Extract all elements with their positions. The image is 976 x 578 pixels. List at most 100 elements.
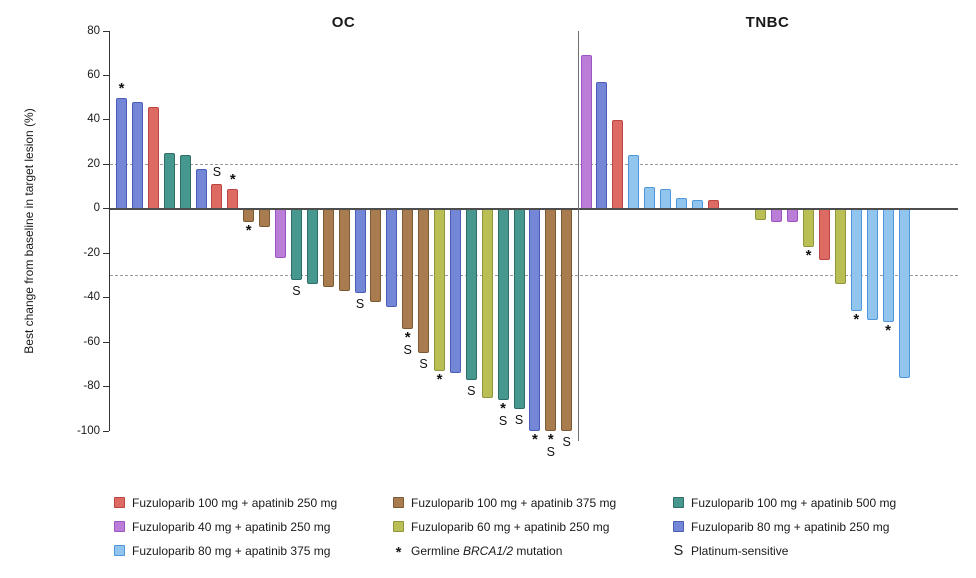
legend-color-swatch xyxy=(673,521,684,532)
brca-mutation-marker: * xyxy=(853,311,860,328)
bar xyxy=(545,209,557,431)
y-tick-label: 80 xyxy=(87,24,100,37)
panel-separator xyxy=(577,31,579,441)
platinum-sensitive-marker: S xyxy=(355,297,365,312)
brca-mutation-marker: * xyxy=(118,79,125,97)
bar xyxy=(561,209,573,431)
bar xyxy=(866,209,878,320)
bar xyxy=(434,209,445,371)
bar xyxy=(354,209,366,294)
legend-label: Fuzuloparib 80 mg + apatinib 250 mg xyxy=(691,520,890,534)
bar xyxy=(644,186,656,208)
y-tick-label: 0 xyxy=(93,202,100,215)
bar xyxy=(131,102,143,208)
y-axis-title: Best change from baseline in target lesi… xyxy=(22,108,36,354)
legend-label: Germline BRCA1/2 mutation xyxy=(411,544,563,558)
legend-color-swatch xyxy=(114,497,125,508)
legend-color-swatch xyxy=(393,497,404,508)
brca-mutation-marker: * xyxy=(245,222,252,240)
bar xyxy=(529,209,541,431)
bar xyxy=(402,209,414,329)
brca-mutation-marker: * xyxy=(885,322,892,340)
legend-color-swatch xyxy=(673,497,684,508)
bar xyxy=(755,209,767,220)
legend-item: * Germline BRCA1/2 mutation xyxy=(393,542,563,561)
platinum-sensitive-marker: S xyxy=(546,445,555,459)
panel-title: OC xyxy=(331,14,356,31)
bar xyxy=(580,55,592,208)
platinum-sensitive-marker: S xyxy=(498,413,508,428)
platinum-sensitive-marker: S xyxy=(467,383,476,398)
brca-mutation-marker: * xyxy=(531,431,538,448)
legend-item: Fuzuloparib 40 mg + apatinib 250 mg xyxy=(114,518,330,534)
bar xyxy=(898,209,910,378)
legend-label: Fuzuloparib 100 mg + apatinib 500 mg xyxy=(691,496,897,510)
bar xyxy=(116,97,127,208)
legend-label: Fuzuloparib 60 mg + apatinib 250 mg xyxy=(411,520,610,534)
brca-marker-symbol: * xyxy=(395,544,402,561)
y-tick-label: 60 xyxy=(87,68,100,81)
brca-mutation-marker: * xyxy=(547,431,554,448)
y-axis-tick xyxy=(103,119,109,121)
platinum-marker-symbol: S xyxy=(673,543,684,559)
y-axis-line xyxy=(109,31,110,431)
bar xyxy=(481,209,493,398)
bar xyxy=(513,209,525,409)
legend-color-swatch xyxy=(114,545,125,556)
panel-title: TNBC xyxy=(745,14,790,31)
reference-line xyxy=(110,163,958,165)
zero-baseline xyxy=(110,207,958,210)
legend-color-swatch xyxy=(393,521,404,532)
y-axis-tick xyxy=(103,30,109,32)
y-axis-tick xyxy=(103,208,109,210)
y-axis-tick xyxy=(103,386,109,388)
bar xyxy=(290,209,302,280)
bar xyxy=(612,119,624,208)
legend-label: Fuzuloparib 100 mg + apatinib 250 mg xyxy=(132,496,338,510)
legend-item: S Platinum-sensitive xyxy=(673,542,789,559)
y-axis-tick xyxy=(103,430,109,432)
platinum-sensitive-marker: S xyxy=(212,165,222,180)
bar xyxy=(211,184,223,208)
bar xyxy=(691,199,703,208)
legend-item: Fuzuloparib 100 mg + apatinib 375 mg xyxy=(393,494,616,510)
bar xyxy=(660,188,671,208)
brca-mutation-marker: * xyxy=(229,170,236,188)
bar xyxy=(163,153,175,208)
bar xyxy=(465,209,477,380)
y-axis-tick xyxy=(103,297,109,299)
legend-color-swatch xyxy=(114,521,125,532)
bar xyxy=(386,209,398,307)
legend-item: Fuzuloparib 60 mg + apatinib 250 mg xyxy=(393,518,609,534)
legend-item: Fuzuloparib 100 mg + apatinib 500 mg xyxy=(673,494,896,510)
platinum-sensitive-marker: S xyxy=(403,342,412,357)
platinum-sensitive-marker: S xyxy=(562,435,571,449)
bar xyxy=(834,209,846,285)
y-axis-tick xyxy=(103,252,109,254)
y-tick-label: -40 xyxy=(83,291,100,304)
bar xyxy=(596,82,608,208)
bar xyxy=(370,209,382,303)
legend-item: Fuzuloparib 80 mg + apatinib 250 mg xyxy=(673,518,889,534)
bar xyxy=(259,209,271,227)
brca-mutation-marker: * xyxy=(436,371,443,388)
y-axis-tick xyxy=(103,341,109,343)
bar xyxy=(179,155,191,208)
bar xyxy=(771,209,783,223)
bar xyxy=(147,106,159,208)
brca-mutation-marker: * xyxy=(404,328,411,346)
bar xyxy=(322,209,334,287)
bar xyxy=(850,209,862,311)
y-tick-label: -100 xyxy=(76,424,100,437)
brca-mutation-marker: * xyxy=(805,246,812,264)
bar xyxy=(675,197,687,208)
platinum-sensitive-marker: S xyxy=(419,357,428,372)
bar xyxy=(306,209,318,285)
bar xyxy=(449,209,461,374)
y-tick-label: 20 xyxy=(87,157,100,170)
y-tick-label: -60 xyxy=(83,335,100,348)
platinum-sensitive-marker: S xyxy=(292,283,301,298)
y-tick-label: 40 xyxy=(87,113,100,126)
legend-item: Fuzuloparib 100 mg + apatinib 250 mg xyxy=(114,494,337,510)
